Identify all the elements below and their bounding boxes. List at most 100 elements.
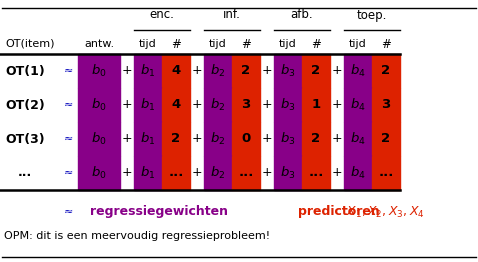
Text: $b_2$: $b_2$ xyxy=(210,63,226,79)
Bar xyxy=(78,88,120,122)
Text: +: + xyxy=(261,64,272,78)
Text: $b_2$: $b_2$ xyxy=(210,97,226,113)
Text: #: # xyxy=(171,37,181,51)
Text: $b_4$: $b_4$ xyxy=(350,97,366,113)
Bar xyxy=(162,122,190,156)
Text: $b_0$: $b_0$ xyxy=(91,97,107,113)
Bar xyxy=(302,122,330,156)
Text: +: + xyxy=(332,64,342,78)
Text: 2: 2 xyxy=(381,133,391,145)
Text: $b_3$: $b_3$ xyxy=(280,165,296,181)
Text: afb.: afb. xyxy=(291,8,313,21)
Bar xyxy=(78,54,120,88)
Bar xyxy=(302,54,330,88)
Text: 2: 2 xyxy=(241,64,250,78)
Bar xyxy=(134,122,162,156)
Bar xyxy=(204,54,232,88)
Text: +: + xyxy=(192,99,202,112)
Text: $b_3$: $b_3$ xyxy=(280,97,296,113)
Bar xyxy=(274,54,302,88)
Bar xyxy=(232,122,260,156)
Bar xyxy=(204,88,232,122)
Text: 2: 2 xyxy=(381,64,391,78)
Text: $b_4$: $b_4$ xyxy=(350,131,366,147)
Text: tijd: tijd xyxy=(279,39,297,49)
Bar xyxy=(162,88,190,122)
Text: #: # xyxy=(311,37,321,51)
Text: ...: ... xyxy=(168,166,184,179)
Text: #: # xyxy=(381,37,391,51)
Text: +: + xyxy=(332,166,342,179)
Bar xyxy=(302,156,330,190)
Text: +: + xyxy=(261,99,272,112)
Text: ≈: ≈ xyxy=(65,66,74,76)
Text: 1: 1 xyxy=(312,99,321,112)
Text: ...: ... xyxy=(239,166,254,179)
Text: ...: ... xyxy=(378,166,394,179)
Text: 3: 3 xyxy=(381,99,391,112)
Bar xyxy=(204,122,232,156)
Text: OT(2): OT(2) xyxy=(5,99,45,112)
Bar xyxy=(372,122,400,156)
Text: tijd: tijd xyxy=(349,39,367,49)
Bar xyxy=(204,156,232,190)
Text: +: + xyxy=(332,133,342,145)
Text: +: + xyxy=(192,64,202,78)
Text: 2: 2 xyxy=(312,64,321,78)
Text: $b_0$: $b_0$ xyxy=(91,165,107,181)
Text: $b_1$: $b_1$ xyxy=(141,165,156,181)
Text: +: + xyxy=(122,166,132,179)
Text: $b_4$: $b_4$ xyxy=(350,63,366,79)
Text: ≈: ≈ xyxy=(65,168,74,178)
Text: tijd: tijd xyxy=(139,39,157,49)
Text: OT(1): OT(1) xyxy=(5,64,45,78)
Text: OPM: dit is een meervoudig regressieprobleem!: OPM: dit is een meervoudig regressieprob… xyxy=(4,231,270,241)
Text: ≈: ≈ xyxy=(65,100,74,110)
Bar xyxy=(274,88,302,122)
Text: ≈: ≈ xyxy=(65,207,74,217)
Text: $b_3$: $b_3$ xyxy=(280,63,296,79)
Text: ≈: ≈ xyxy=(65,134,74,144)
Text: predictoren: predictoren xyxy=(298,205,380,219)
Text: +: + xyxy=(122,99,132,112)
Bar xyxy=(78,122,120,156)
Text: $b_1$: $b_1$ xyxy=(141,97,156,113)
Bar xyxy=(134,156,162,190)
Text: 3: 3 xyxy=(241,99,250,112)
Bar xyxy=(274,122,302,156)
Bar xyxy=(162,54,190,88)
Bar xyxy=(372,54,400,88)
Text: +: + xyxy=(192,133,202,145)
Text: ...: ... xyxy=(308,166,324,179)
Bar xyxy=(232,88,260,122)
Text: 0: 0 xyxy=(241,133,250,145)
Text: +: + xyxy=(261,166,272,179)
Text: $b_1$: $b_1$ xyxy=(141,63,156,79)
Text: $b_0$: $b_0$ xyxy=(91,63,107,79)
Text: 4: 4 xyxy=(172,64,181,78)
Bar xyxy=(344,156,372,190)
Text: +: + xyxy=(332,99,342,112)
Text: ...: ... xyxy=(18,166,32,179)
Bar xyxy=(372,156,400,190)
Bar xyxy=(162,156,190,190)
Text: $b_1$: $b_1$ xyxy=(141,131,156,147)
Text: $X_1,X_2,X_3,X_4$: $X_1,X_2,X_3,X_4$ xyxy=(346,204,425,220)
Text: regressiegewichten: regressiegewichten xyxy=(90,205,228,219)
Bar xyxy=(372,88,400,122)
Text: $b_0$: $b_0$ xyxy=(91,131,107,147)
Bar xyxy=(134,54,162,88)
Text: toep.: toep. xyxy=(357,8,387,21)
Text: #: # xyxy=(241,37,251,51)
Bar xyxy=(232,54,260,88)
Bar xyxy=(134,88,162,122)
Bar xyxy=(344,88,372,122)
Text: +: + xyxy=(122,133,132,145)
Text: OT(item): OT(item) xyxy=(5,39,55,49)
Bar xyxy=(302,88,330,122)
Text: 2: 2 xyxy=(172,133,181,145)
Text: $b_2$: $b_2$ xyxy=(210,131,226,147)
Text: +: + xyxy=(122,64,132,78)
Text: +: + xyxy=(261,133,272,145)
Text: $b_2$: $b_2$ xyxy=(210,165,226,181)
